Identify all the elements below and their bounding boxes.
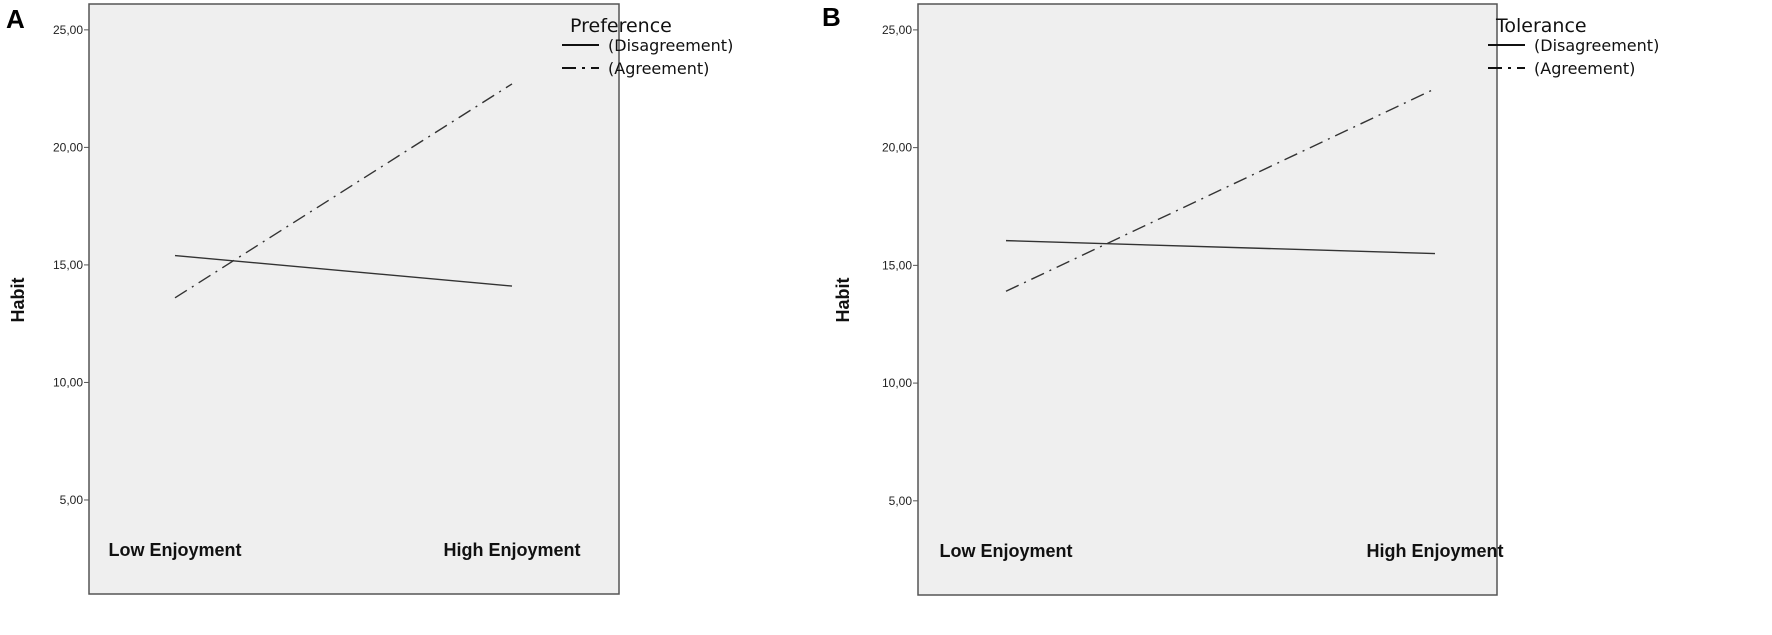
- series-line-agreement: [174, 83, 513, 299]
- y-tick-label: 5,00: [889, 494, 913, 508]
- y-tick-label: 25,00: [53, 23, 83, 37]
- legend-item-label: (Agreement): [608, 59, 709, 78]
- legend-item-label: (Disagreement): [1534, 36, 1659, 55]
- x-category-label: Low Enjoyment: [939, 541, 1072, 561]
- x-category-label: High Enjoyment: [443, 540, 580, 560]
- legend-item-label: (Agreement): [1534, 59, 1635, 78]
- y-axis-label: Habit: [833, 277, 853, 322]
- series-line-disagreement: [174, 254, 513, 287]
- y-tick-label: 5,00: [60, 493, 84, 507]
- y-tick-label: 20,00: [882, 141, 912, 155]
- legend-item-label: (Disagreement): [608, 36, 733, 55]
- series-line-disagreement: [1005, 239, 1436, 255]
- y-axis-label: Habit: [8, 277, 28, 322]
- legend-title: Tolerance: [1495, 15, 1587, 37]
- y-tick-label: 25,00: [882, 23, 912, 37]
- panel-a: A 5,00 10,00 15,00 20,00 25,00 Habit Low Enjoym…: [6, 3, 733, 595]
- series-line-agreement: [1005, 88, 1436, 292]
- x-category-label: High Enjoyment: [1366, 541, 1503, 561]
- plot-area: [917, 3, 1498, 596]
- y-tick-label: 10,00: [53, 375, 83, 389]
- y-tick-label: 10,00: [882, 376, 912, 390]
- panel-b: B 5,00 10,00 15,00 20,00 25,00 Habit Low Enjoym…: [822, 2, 1659, 596]
- y-tick-label: 15,00: [882, 258, 912, 272]
- panel-label: B: [822, 2, 841, 32]
- panel-label: A: [6, 4, 25, 34]
- plot-area: [88, 3, 620, 595]
- y-tick-label: 20,00: [53, 140, 83, 154]
- legend-title: Preference: [570, 15, 672, 37]
- y-tick-label: 15,00: [53, 258, 83, 272]
- x-category-label: Low Enjoyment: [108, 540, 241, 560]
